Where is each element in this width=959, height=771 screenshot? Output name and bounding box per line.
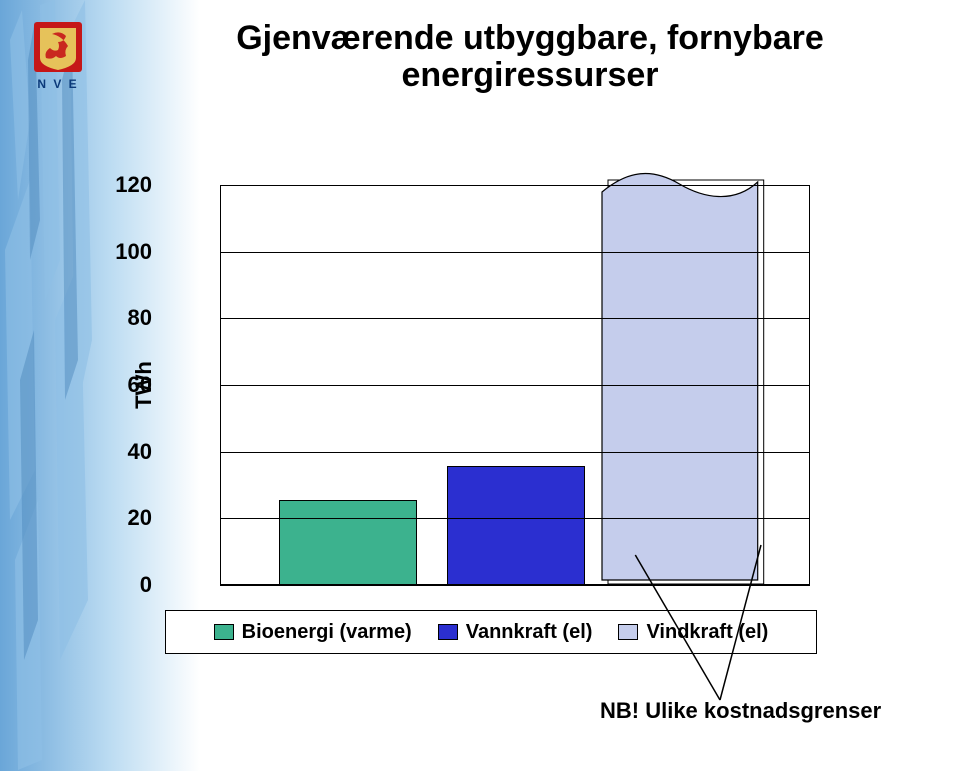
chart-ytick: 20 [104, 505, 152, 531]
chart-ytick: 0 [104, 572, 152, 598]
note-text: NB! Ulike kostnadsgrenser [600, 698, 881, 724]
legend-swatch [214, 624, 234, 640]
chart-plot-area [220, 185, 810, 585]
chart-ytick: 60 [104, 372, 152, 398]
chart: TWh 020406080100120 [170, 185, 810, 585]
chart-gridline [220, 318, 810, 319]
chart-gridline [220, 452, 810, 453]
chart-bar [615, 183, 753, 585]
chart-gridline [220, 385, 810, 386]
chart-gridline [220, 252, 810, 253]
legend-swatch [438, 624, 458, 640]
legend-label: Vannkraft (el) [466, 621, 593, 644]
legend-label: Vindkraft (el) [646, 621, 768, 644]
chart-gridline [220, 585, 810, 586]
chart-gridline [220, 185, 810, 186]
nve-logo: N V E [28, 22, 88, 97]
slide: N V E Gjenværende utbyggbare, fornybare … [0, 0, 959, 771]
chart-bar [279, 500, 417, 585]
nve-logo-label: N V E [37, 77, 78, 91]
slide-title-line1: Gjenværende utbyggbare, fornybare [120, 20, 940, 57]
chart-legend: Bioenergi (varme) Vannkraft (el) Vindkraft… [165, 610, 817, 654]
chart-gridline [220, 518, 810, 519]
chart-ytick-labels: 020406080100120 [162, 185, 210, 585]
chart-ytick: 40 [104, 439, 152, 465]
chart-ytick: 80 [104, 305, 152, 331]
slide-title-line2: energiressurser [120, 57, 940, 94]
legend-item: Vindkraft (el) [618, 621, 768, 644]
legend-label: Bioenergi (varme) [242, 621, 412, 644]
legend-item: Bioenergi (varme) [214, 621, 412, 644]
nve-logo-svg: N V E [28, 22, 88, 92]
chart-ytick: 120 [104, 172, 152, 198]
chart-ytick: 100 [104, 239, 152, 265]
chart-bar [447, 466, 585, 585]
legend-item: Vannkraft (el) [438, 621, 593, 644]
slide-title: Gjenværende utbyggbare, fornybare energi… [120, 20, 940, 95]
legend-swatch [618, 624, 638, 640]
